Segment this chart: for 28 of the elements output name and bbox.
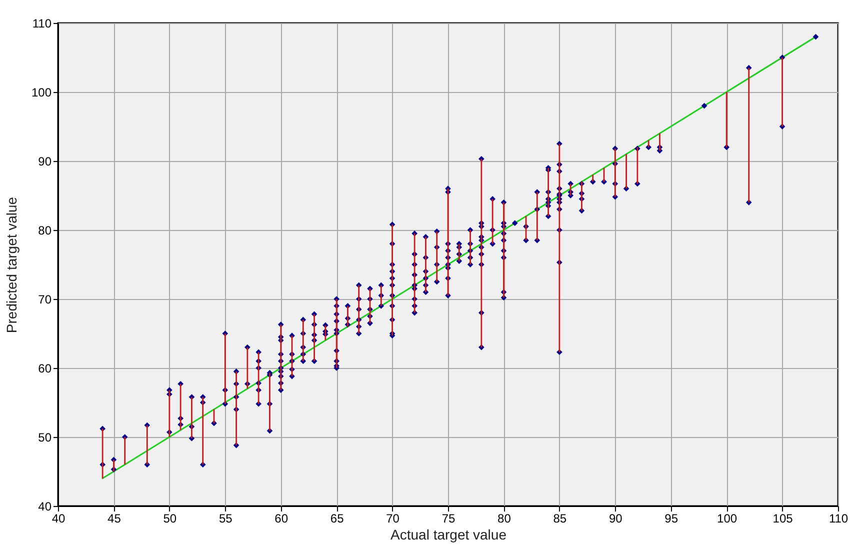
x-tick-label: 45 — [108, 512, 122, 526]
x-tick-label: 105 — [772, 512, 794, 526]
x-tick-label: 50 — [163, 512, 177, 526]
x-tick-label: 40 — [52, 512, 66, 526]
x-tick-label: 100 — [717, 512, 738, 526]
y-tick-label: 70 — [38, 292, 52, 306]
x-tick-label: 90 — [608, 512, 623, 526]
y-tick-label: 60 — [38, 362, 52, 376]
x-tick-label: 60 — [274, 512, 288, 526]
x-tick-label: 80 — [498, 512, 512, 526]
y-tick-label: 100 — [31, 86, 52, 100]
point — [512, 220, 518, 226]
y-tick-label: 40 — [38, 500, 52, 514]
y-tick-label: 50 — [38, 430, 52, 444]
y-tick-label: 90 — [38, 154, 52, 168]
x-tick-label: 65 — [330, 512, 344, 526]
y-axis-title: Predicted target value — [3, 196, 20, 334]
y-tick-label: 110 — [32, 16, 52, 30]
x-tick-label: 70 — [386, 512, 400, 526]
x-axis-title: Actual target value — [390, 526, 507, 542]
y-tick-label: 80 — [38, 224, 52, 238]
x-tick-label: 95 — [664, 512, 678, 526]
x-tick-label: 110 — [828, 512, 848, 526]
x-tick-label: 85 — [553, 512, 567, 526]
x-tick-label: 55 — [218, 512, 233, 526]
point — [701, 102, 708, 109]
x-tick-label: 75 — [442, 512, 456, 526]
point — [812, 34, 819, 40]
